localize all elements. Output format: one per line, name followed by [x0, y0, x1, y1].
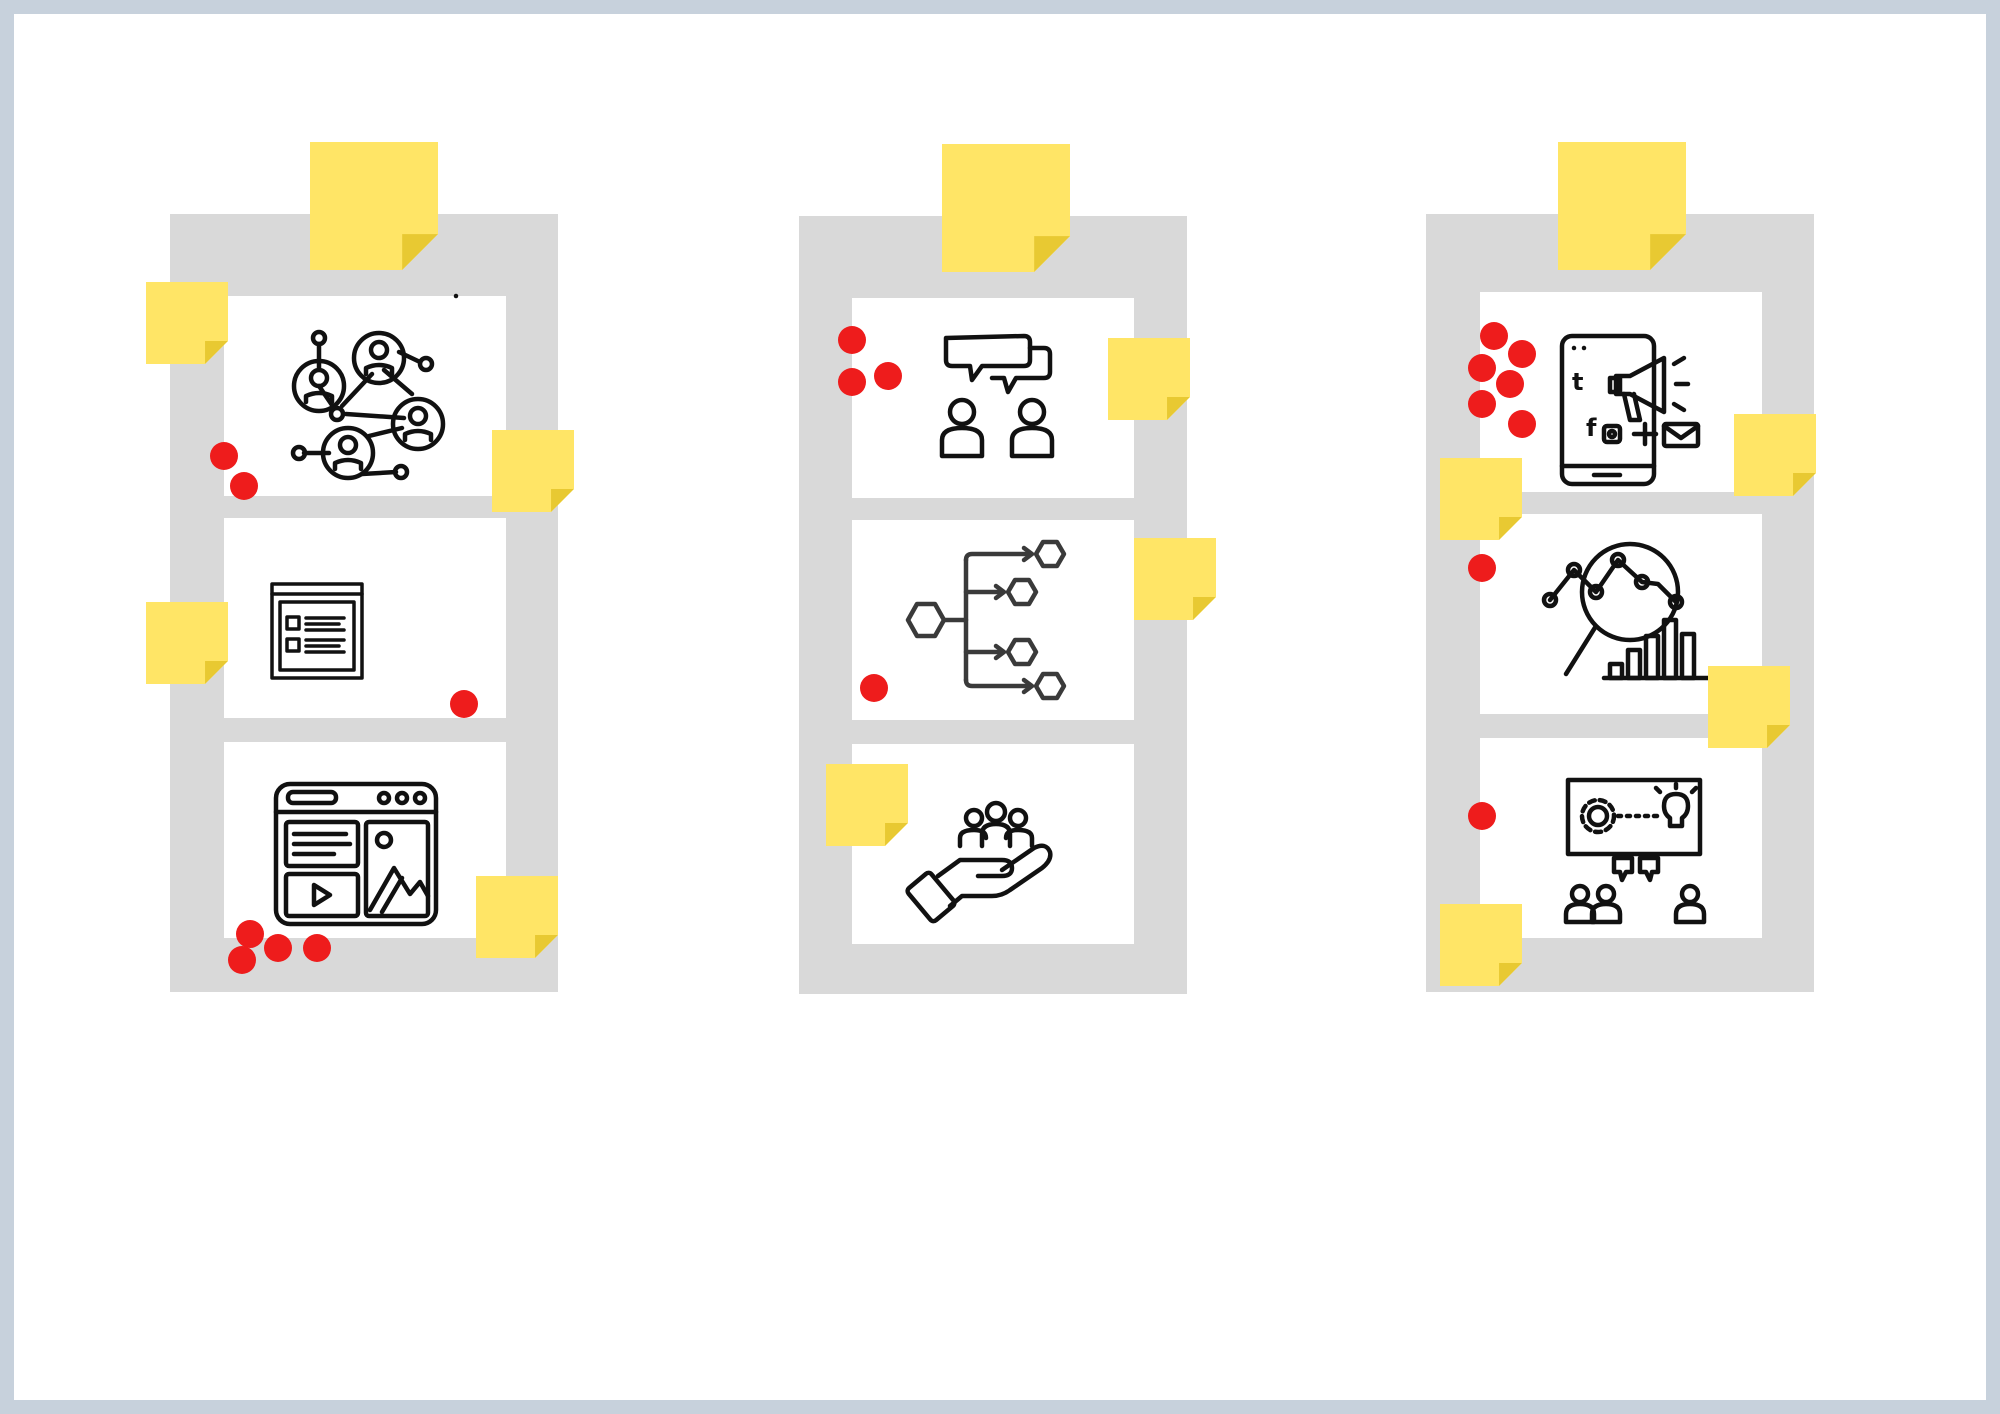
card-2-2[interactable] — [852, 520, 1134, 720]
vote-dot[interactable] — [1468, 802, 1496, 830]
twitter-icon: t — [1572, 368, 1583, 396]
sticky-note[interactable] — [310, 142, 438, 270]
vote-dot[interactable] — [1468, 354, 1496, 382]
vote-dot[interactable] — [1468, 554, 1496, 582]
browser-media-window-icon — [273, 781, 439, 927]
vote-dot[interactable] — [303, 934, 331, 962]
web-page-layout-icon — [270, 582, 364, 680]
card-2-1[interactable] — [852, 298, 1134, 498]
mobile-marketing-megaphone-icon: t f — [1559, 333, 1701, 487]
vote-dot[interactable] — [230, 472, 258, 500]
card-3-2[interactable] — [1480, 514, 1762, 714]
vote-dot[interactable] — [874, 362, 902, 390]
sticky-note[interactable] — [1440, 904, 1522, 986]
presentation-idea-meeting-icon — [1563, 777, 1707, 925]
vote-dot[interactable] — [1468, 390, 1496, 418]
sticky-note[interactable] — [146, 282, 228, 364]
card-3-3[interactable] — [1480, 738, 1762, 938]
hand-holding-group-icon — [905, 800, 1053, 924]
sticky-note[interactable] — [1134, 538, 1216, 620]
vote-dot[interactable] — [838, 368, 866, 396]
people-network-icon — [290, 293, 459, 481]
vote-dot[interactable] — [236, 920, 264, 948]
sticky-note[interactable] — [1734, 414, 1816, 496]
sticky-note[interactable] — [1558, 142, 1686, 270]
facebook-icon: f — [1586, 414, 1597, 442]
sticky-note[interactable] — [1108, 338, 1190, 420]
vote-dot[interactable] — [1508, 410, 1536, 438]
vote-dot[interactable] — [264, 934, 292, 962]
vote-dot[interactable] — [450, 690, 478, 718]
vote-dot[interactable] — [210, 442, 238, 470]
sticky-note[interactable] — [476, 876, 558, 958]
people-conversation-icon — [939, 333, 1055, 459]
card-1-2[interactable] — [224, 518, 506, 718]
card-1-3[interactable] — [224, 742, 506, 938]
sticky-note[interactable] — [826, 764, 908, 846]
card-1-1[interactable] — [224, 293, 506, 496]
vote-dot[interactable] — [838, 326, 866, 354]
sticky-note[interactable] — [1708, 666, 1790, 748]
card-3-1[interactable]: t f — [1480, 292, 1762, 492]
magnifier-analytics-icon — [1541, 541, 1719, 681]
whiteboard: t f — [14, 14, 1986, 1400]
vote-dot[interactable] — [228, 946, 256, 974]
vote-dot[interactable] — [1496, 370, 1524, 398]
sticky-note[interactable] — [492, 430, 574, 512]
vote-dot[interactable] — [1480, 322, 1508, 350]
hexagon-flow-chart-icon — [905, 539, 1067, 701]
vote-dot[interactable] — [1508, 340, 1536, 368]
sticky-note[interactable] — [942, 144, 1070, 272]
sticky-note[interactable] — [146, 602, 228, 684]
sticky-note[interactable] — [1440, 458, 1522, 540]
vote-dot[interactable] — [860, 674, 888, 702]
